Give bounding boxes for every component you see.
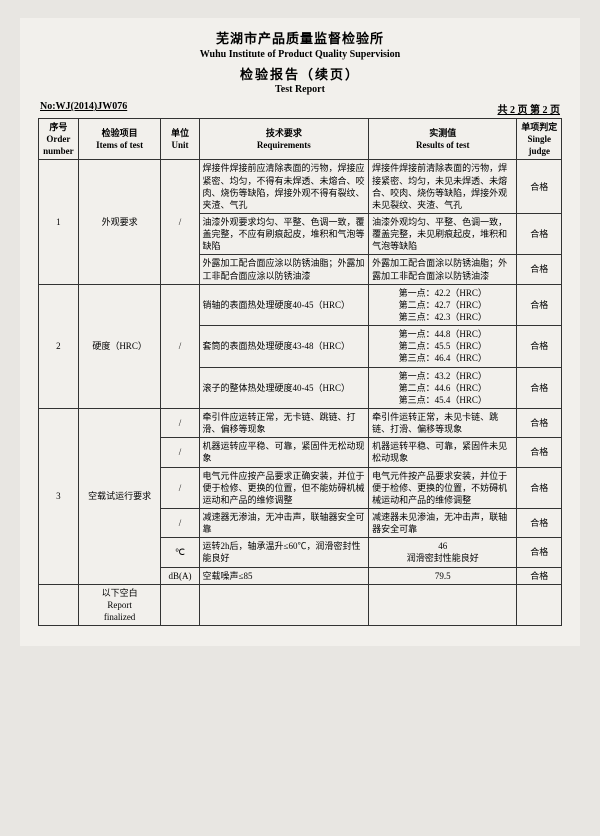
sec1-r1-req: 焊接件焊接前应清除表面的污物，焊接应紧密、均匀，不得有未焊透、未熔合、咬肉、烧伤… [199,160,369,214]
sec2-r1-res: 第一点：42.2（HRC） 第二点：42.7（HRC） 第三点：42.3（HRC… [369,284,517,325]
sec3-r1-res: 牵引件运转正常，未见卡链、跳链、打滑、偏移等现象 [369,408,517,437]
sub-line: No:WJ(2014)JW076 共 2 页 第 2 页 [40,101,560,116]
sec3-r4-u: / [161,508,199,537]
sec1-r2-j: 合格 [517,213,562,254]
sec3-r4-j: 合格 [517,508,562,537]
sec3-r5-res: 46 润滑密封性能良好 [369,538,517,567]
sec2-no: 2 [39,284,79,408]
sec2-r2-j: 合格 [517,326,562,367]
report-page: 芜湖市产品质量监督检验所 Wuhu Institute of Product Q… [20,18,580,646]
hdr-res: 实测值Results of test [369,119,517,160]
page-number: 共 2 页 第 2 页 [498,101,561,116]
sec1-unit: / [161,160,199,284]
sec3-r2-u: / [161,438,199,467]
sec3-r1-req: 牵引件应运转正常，无卡链、跳链、打滑、偏移等现象 [199,408,369,437]
sec3-r2-j: 合格 [517,438,562,467]
sec3-no: 3 [39,408,79,584]
sec3-r6-res: 79.5 [369,567,517,584]
institute-cn: 芜湖市产品质量监督检验所 [38,28,562,47]
sec3-r6-u: dB(A) [161,567,199,584]
table-row: 1 外观要求 / 焊接件焊接前应清除表面的污物，焊接应紧密、均匀，不得有未焊透、… [39,160,562,214]
sec2-r3-res: 第一点：43.2（HRC） 第二点：44.6（HRC） 第三点：45.4（HRC… [369,367,517,408]
report-no: No:WJ(2014)JW076 [40,101,127,116]
sec1-r3-req: 外露加工配合面应涂以防锈油脂；外露加工非配合面应涂以防锈油漆 [199,255,369,284]
sec2-r3-req: 滚子的整体热处理硬度40-45（HRC） [199,367,369,408]
hdr-no: 序号Ordernumber [39,119,79,160]
hdr-req: 技术要求Requirements [199,119,369,160]
hdr-judge: 单项判定Singlejudge [517,119,562,160]
sec2-r3-j: 合格 [517,367,562,408]
hdr-item: 检验项目Items of test [78,119,161,160]
sec2-r2-req: 套筒的表面热处理硬度43-48（HRC） [199,326,369,367]
table-row: 3 空载试运行要求 / 牵引件应运转正常，无卡链、跳链、打滑、偏移等现象 牵引件… [39,408,562,437]
report-header: 芜湖市产品质量监督检验所 Wuhu Institute of Product Q… [38,28,562,95]
test-table: 序号Ordernumber 检验项目Items of test 单位Unit 技… [38,118,562,626]
sec3-r5-req: 运转2h后，轴承温升≤60℃，润滑密封性能良好 [199,538,369,567]
sec3-item: 空载试运行要求 [78,408,161,584]
footer-row: 以下空白 Report finalized [39,584,562,625]
hdr-unit: 单位Unit [161,119,199,160]
sec2-r1-j: 合格 [517,284,562,325]
sec2-r2-res: 第一点：44.8（HRC） 第二点：45.5（HRC） 第三点：46.4（HRC… [369,326,517,367]
footer-blank: 以下空白 Report finalized [78,584,161,625]
table-row: 2 硬度（HRC） / 销轴的表面热处理硬度40-45（HRC） 第一点：42.… [39,284,562,325]
sec3-r3-u: / [161,467,199,508]
sec3-r6-req: 空载噪声≤85 [199,567,369,584]
sec2-item: 硬度（HRC） [78,284,161,408]
sec3-r4-req: 减速器无渗油，无冲击声，联轴器安全可靠 [199,508,369,537]
sec3-r3-res: 电气元件按产品要求安装，并位于便于检修、更换的位置，不妨碍机械运动和产品的维修调… [369,467,517,508]
sec2-r1-req: 销轴的表面热处理硬度40-45（HRC） [199,284,369,325]
sec1-r2-res: 油漆外观均匀、平整、色调一致，覆盖完整，未见刷痕起皮，堆积和气泡等缺陷 [369,213,517,254]
sec3-r1-j: 合格 [517,408,562,437]
institute-en: Wuhu Institute of Product Quality Superv… [38,49,562,60]
sec3-r2-res: 机器运转平稳、可靠，紧固件未见松动现象 [369,438,517,467]
sec1-r3-res: 外露加工配合面涂以防锈油脂；外露加工非配合面涂以防锈油漆 [369,255,517,284]
sec3-r5-u: ℃ [161,538,199,567]
sec1-r2-req: 油漆外观要求均匀、平整、色调一致，覆盖完整，不应有刷痕起皮，堆积和气泡等缺陷 [199,213,369,254]
sec3-r3-j: 合格 [517,467,562,508]
sec3-r3-req: 电气元件应按产品要求正确安装，并位于便于检修、更换的位置，但不能妨碍机械运动和产… [199,467,369,508]
sec3-r1-u: / [161,408,199,437]
sec3-r2-req: 机器运转应平稳、可靠，紧固件无松动现象 [199,438,369,467]
report-title-cn: 检验报告（续页） [38,64,562,83]
report-title-en: Test Report [38,84,562,95]
sec2-unit: / [161,284,199,408]
sec1-r3-j: 合格 [517,255,562,284]
sec3-r5-j: 合格 [517,538,562,567]
sec1-r1-res: 焊接件焊接前清除表面的污物，焊接紧密、均匀，未见未焊透、未熔合、咬肉、烧伤等缺陷… [369,160,517,214]
sec1-r1-j: 合格 [517,160,562,214]
header-row: 序号Ordernumber 检验项目Items of test 单位Unit 技… [39,119,562,160]
sec1-item: 外观要求 [78,160,161,284]
sec3-r6-j: 合格 [517,567,562,584]
sec3-r4-res: 减速器未见渗油，无冲击声，联轴器安全可靠 [369,508,517,537]
sec1-no: 1 [39,160,79,284]
